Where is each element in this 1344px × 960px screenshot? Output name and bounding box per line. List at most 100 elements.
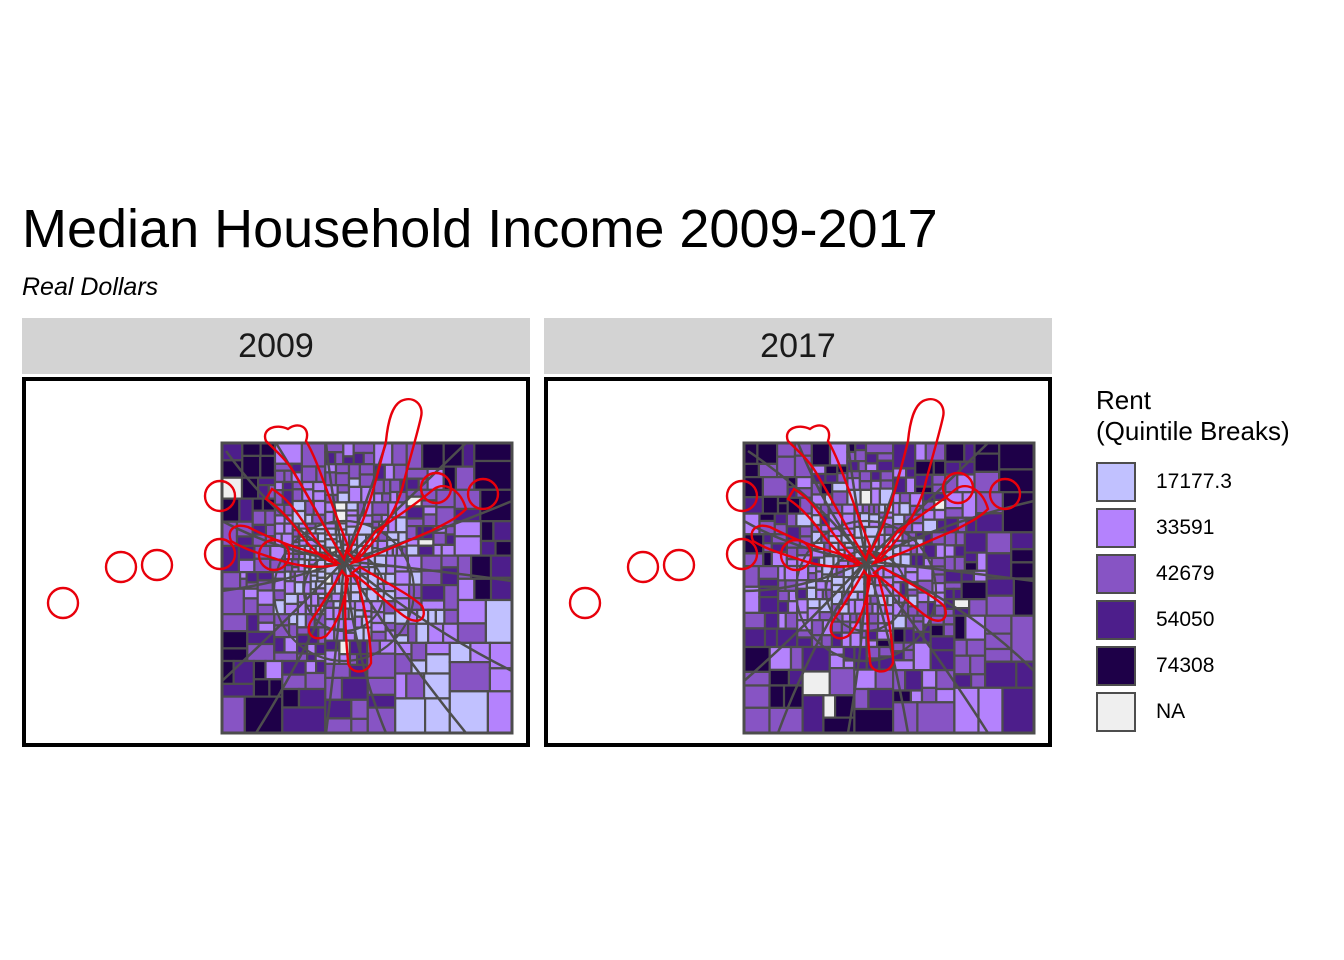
census-tract: [291, 488, 304, 503]
station-buffer: [46, 586, 80, 620]
station-buffer: [829, 568, 872, 640]
census-tract: [383, 612, 397, 625]
census-tract: [853, 707, 895, 735]
census-tract: [933, 508, 947, 521]
census-tract: [846, 459, 860, 473]
road: [343, 499, 513, 563]
census-tract: [870, 487, 882, 506]
map-panel-2017: [544, 377, 1052, 747]
census-tract: [371, 501, 390, 517]
census-tract: [757, 577, 780, 588]
census-tract: [942, 623, 956, 638]
census-tract: [953, 544, 967, 558]
facet-label-2009: 2009: [238, 326, 314, 365]
road: [324, 560, 346, 734]
road: [776, 560, 868, 734]
county-boundary: [220, 441, 514, 735]
census-tract: [953, 614, 967, 641]
road: [743, 559, 867, 593]
census-tract: [853, 687, 870, 711]
census-tract: [243, 695, 284, 735]
census-tract: [242, 587, 259, 600]
census-tract: [858, 480, 873, 491]
census-tract: [440, 566, 460, 587]
census-tract: [785, 512, 798, 528]
census-tract: [353, 615, 364, 629]
census-tract: [421, 441, 445, 470]
census-tract: [963, 531, 988, 554]
census-tract: [420, 569, 443, 587]
census-tract: [256, 603, 275, 616]
census-tract: [985, 577, 1016, 597]
census-tract: [815, 580, 827, 591]
census-tract: [362, 451, 376, 466]
census-tract: [864, 462, 879, 473]
legend-swatch: [1096, 554, 1136, 594]
road: [324, 442, 346, 562]
census-tract: [340, 676, 369, 701]
station-buffer: [871, 565, 947, 622]
census-tract: [763, 627, 779, 649]
census-tract: [456, 598, 487, 625]
station-buffers: [568, 398, 1022, 673]
station-buffer: [870, 485, 990, 566]
census-tract: [238, 497, 254, 523]
legend-swatch: [1096, 646, 1136, 686]
census-tract: [883, 525, 895, 537]
census-tract: [824, 464, 839, 476]
census-tract: [742, 684, 771, 709]
station-buffer: [568, 586, 602, 620]
census-tract: [432, 543, 443, 557]
census-tract: [1010, 614, 1036, 663]
census-tract: [1012, 577, 1036, 617]
census-tract: [879, 479, 895, 490]
census-tract: [489, 554, 514, 580]
census-tract: [796, 587, 808, 601]
census-tract: [252, 659, 267, 681]
census-tract: [944, 507, 964, 519]
census-tract: [898, 501, 912, 516]
census-tract: [349, 591, 362, 603]
road: [343, 442, 467, 562]
station-buffer: [750, 524, 861, 568]
station-buffer: [348, 485, 468, 566]
road: [865, 442, 989, 562]
census-tract: [334, 472, 351, 487]
facet-label-2017: 2017: [760, 326, 836, 365]
census-tract: [444, 533, 456, 546]
census-tract: [273, 636, 286, 654]
major-roads: [221, 442, 513, 734]
census-tract: [916, 701, 956, 735]
census-tract: [488, 667, 514, 693]
census-tract: [842, 659, 856, 670]
census-tract: [264, 659, 284, 681]
chart-title: Median Household Income 2009-2017: [22, 199, 938, 259]
census-tract: [963, 551, 979, 564]
road: [846, 560, 868, 734]
census-tract: [830, 620, 843, 634]
census-tract: [757, 565, 780, 581]
census-tract: [394, 697, 427, 735]
census-tract: [841, 612, 852, 623]
census-tract: [952, 587, 963, 601]
census-tract: [283, 592, 299, 606]
census-tract: [324, 662, 352, 680]
census-tract: [828, 667, 856, 697]
station-buffers: [46, 398, 500, 673]
census-tract: [858, 470, 873, 483]
census-tract: [432, 531, 447, 546]
facet-strip-2009: 2009: [22, 318, 530, 374]
census-tract: [867, 612, 880, 625]
census-tract: [964, 614, 987, 641]
census-tract: [977, 686, 1004, 735]
legend-item: 17177.3: [1096, 459, 1290, 505]
legend-swatch: [1096, 508, 1136, 548]
census-tract: [479, 520, 495, 543]
road: [743, 560, 867, 682]
census-tract: [870, 470, 882, 482]
census-tract: [830, 575, 845, 587]
census-tract: [904, 669, 924, 692]
census-tract: [963, 561, 979, 572]
census-tract: [934, 543, 946, 560]
road: [865, 559, 1035, 583]
